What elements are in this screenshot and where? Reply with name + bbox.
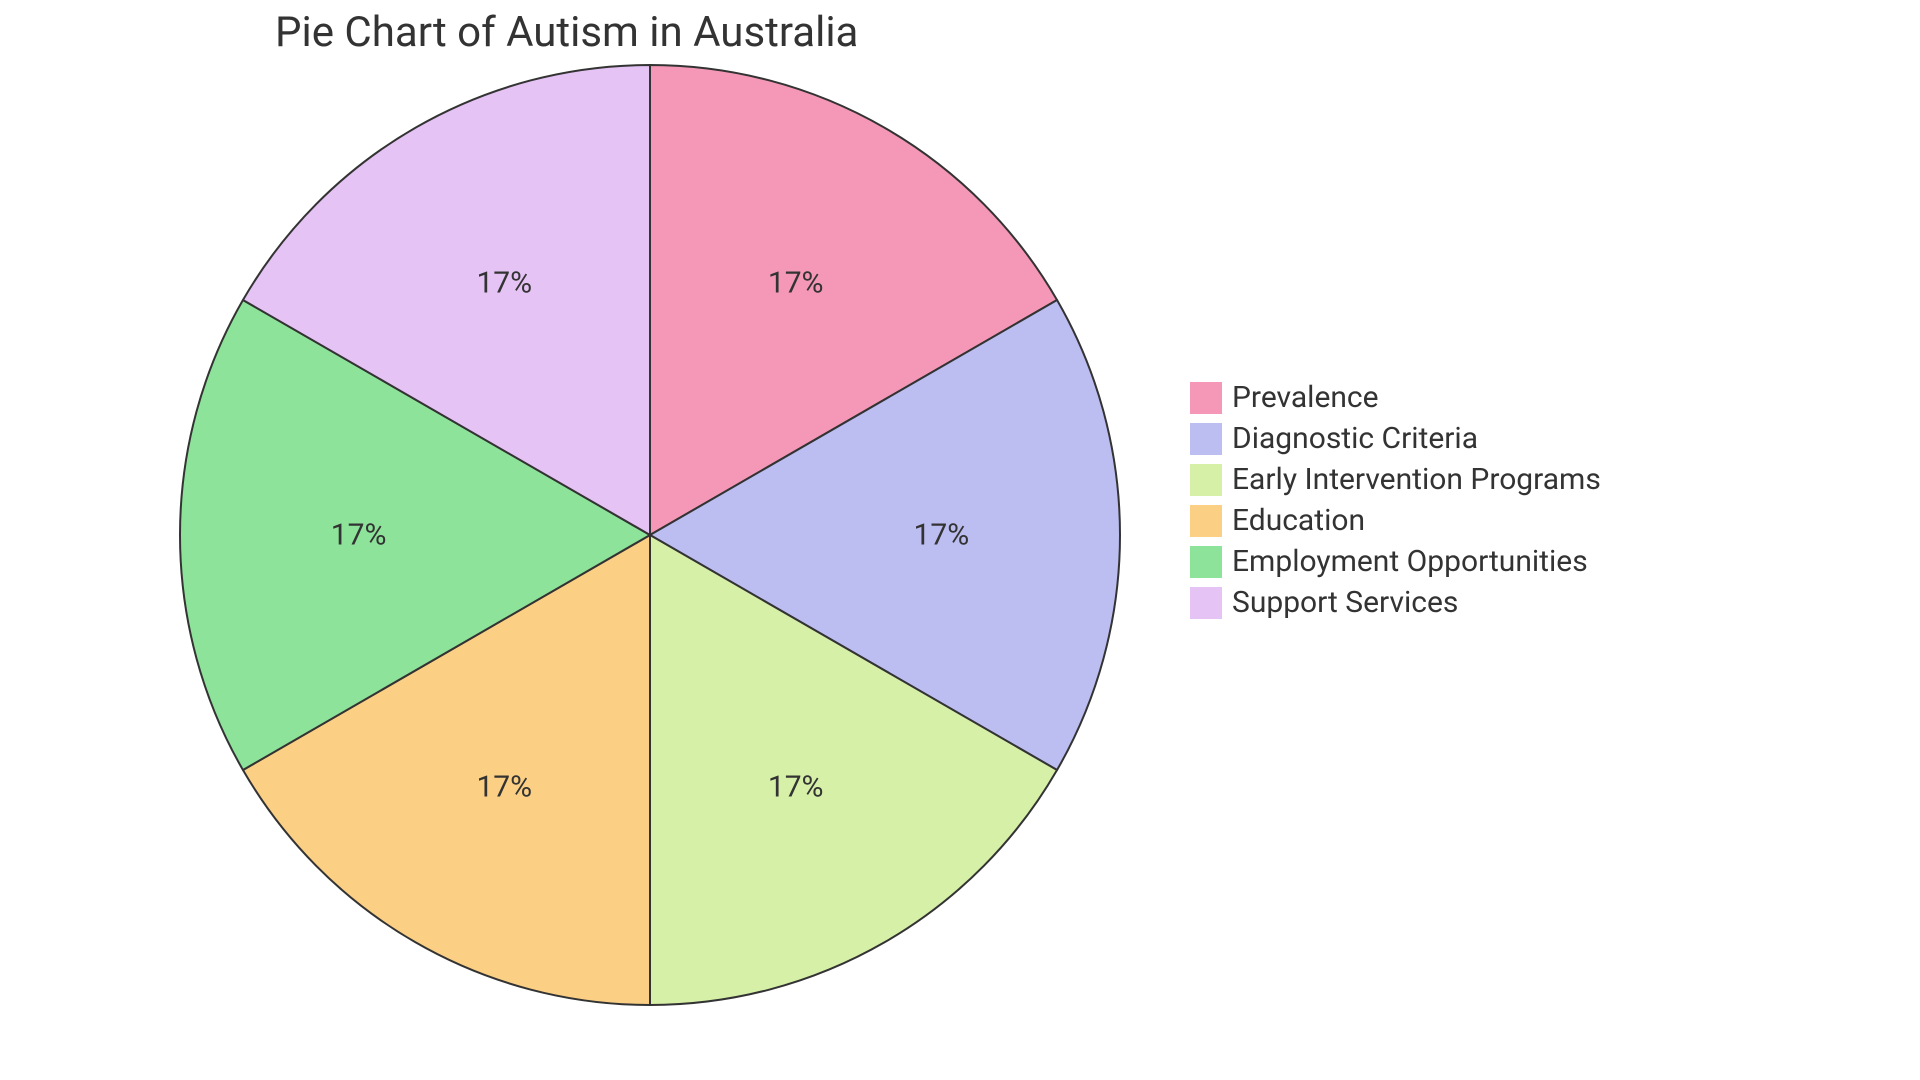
legend-item: Early Intervention Programs bbox=[1190, 462, 1601, 497]
chart-title: Pie Chart of Autism in Australia bbox=[275, 8, 858, 57]
legend-swatch bbox=[1190, 587, 1222, 619]
legend-item: Support Services bbox=[1190, 585, 1601, 620]
legend-label: Support Services bbox=[1232, 585, 1458, 620]
legend-label: Early Intervention Programs bbox=[1232, 462, 1601, 497]
legend-item: Prevalence bbox=[1190, 380, 1601, 415]
legend-swatch bbox=[1190, 505, 1222, 537]
legend-item: Diagnostic Criteria bbox=[1190, 421, 1601, 456]
legend-swatch bbox=[1190, 546, 1222, 578]
legend-swatch bbox=[1190, 464, 1222, 496]
legend-swatch bbox=[1190, 423, 1222, 455]
legend-item: Education bbox=[1190, 503, 1601, 538]
legend-swatch bbox=[1190, 382, 1222, 414]
legend-label: Prevalence bbox=[1232, 380, 1379, 415]
legend: Prevalence Diagnostic Criteria Early Inter… bbox=[1190, 380, 1601, 626]
legend-item: Employment Opportunities bbox=[1190, 544, 1601, 579]
legend-label: Education bbox=[1232, 503, 1365, 538]
pie-chart bbox=[178, 63, 1122, 1007]
pie-svg bbox=[178, 63, 1122, 1007]
legend-label: Diagnostic Criteria bbox=[1232, 421, 1478, 456]
chart-container: Pie Chart of Autism in Australia Prevale… bbox=[0, 0, 1920, 1080]
legend-label: Employment Opportunities bbox=[1232, 544, 1588, 579]
